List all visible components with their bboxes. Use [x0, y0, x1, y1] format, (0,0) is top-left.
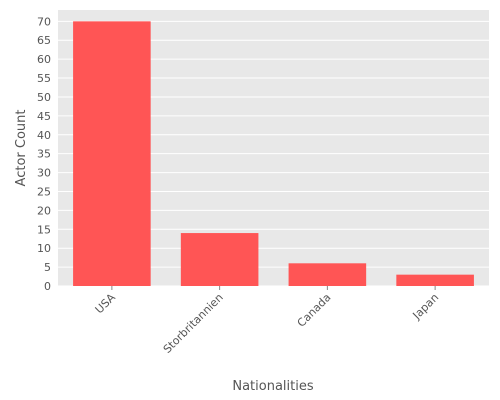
bar-storbritannien	[180, 233, 259, 286]
bar-canada	[288, 263, 367, 286]
y-tick-label: 50	[37, 91, 51, 104]
y-tick-label: 55	[37, 72, 51, 85]
y-tick-label: 15	[37, 223, 51, 236]
y-tick-label: 20	[37, 204, 51, 217]
y-tick-label: 65	[37, 34, 51, 47]
x-tick-labels: USA Storbritannien Canada Japan	[93, 286, 442, 356]
y-tick-label: 5	[44, 261, 51, 274]
bars	[73, 21, 474, 286]
x-tick-label: Japan	[410, 291, 442, 323]
x-tick-label: Storbritannien	[161, 291, 226, 356]
y-tick-label: 35	[37, 148, 51, 161]
y-tick-label: 40	[37, 129, 51, 142]
bar-japan	[396, 274, 474, 286]
y-axis-label: Actor Count	[14, 110, 29, 187]
x-tick-label: Canada	[295, 291, 334, 330]
y-tick-labels: 0 5 10 15 20 25 30 35 40 45 50 55 60 65 70	[37, 15, 51, 293]
x-axis-label: Nationalities	[232, 379, 313, 394]
y-tick-label: 70	[37, 15, 51, 28]
y-tick-label: 45	[37, 110, 51, 123]
x-tick-label: USA	[93, 291, 119, 317]
y-tick-label: 25	[37, 185, 51, 198]
y-tick-label: 0	[44, 280, 51, 293]
bar-usa	[73, 21, 151, 286]
y-tick-label: 10	[37, 242, 51, 255]
y-tick-label: 30	[37, 167, 51, 180]
y-tick-label: 60	[37, 53, 51, 66]
